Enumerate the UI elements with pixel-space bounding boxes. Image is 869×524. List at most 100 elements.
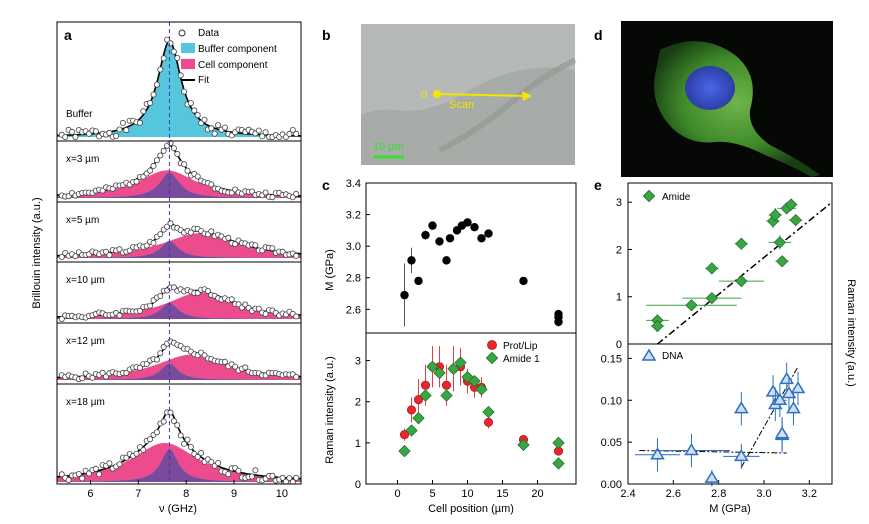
y-tick-label: 3 bbox=[355, 356, 361, 368]
data-point bbox=[201, 116, 208, 123]
data-point bbox=[293, 474, 300, 481]
band-label: x=3 µm bbox=[66, 154, 99, 165]
amide1-point bbox=[468, 374, 481, 388]
panel-c-bottom-plot: 0 1 2 3 0 5 10 15 20 bbox=[355, 346, 565, 500]
data-point bbox=[170, 417, 177, 424]
data-point bbox=[181, 88, 188, 95]
amide1-point bbox=[405, 424, 418, 437]
data-point bbox=[123, 127, 130, 134]
data-point bbox=[228, 296, 235, 303]
data-point bbox=[187, 229, 194, 236]
data-point bbox=[269, 194, 276, 201]
data-point bbox=[157, 292, 164, 299]
data-point bbox=[89, 374, 96, 381]
data-point bbox=[174, 150, 181, 157]
amide-point bbox=[785, 198, 798, 211]
data-point bbox=[177, 72, 184, 79]
amide1-point bbox=[475, 383, 488, 396]
data-point bbox=[279, 474, 286, 481]
y-tick-label: 0.15 bbox=[601, 353, 622, 365]
data-point bbox=[194, 112, 201, 119]
y-tick-label: 0.10 bbox=[601, 395, 622, 407]
amide1-point bbox=[552, 457, 565, 470]
data-point bbox=[184, 436, 191, 443]
x-tick-label: 9 bbox=[231, 488, 237, 500]
data-point bbox=[286, 130, 293, 137]
cell-component-area bbox=[57, 443, 301, 482]
modulus-point bbox=[421, 230, 430, 240]
x-tick-label: 0 bbox=[394, 488, 400, 500]
data-point bbox=[248, 473, 255, 480]
dna-point bbox=[772, 392, 788, 405]
data-point bbox=[208, 228, 215, 235]
data-point bbox=[184, 167, 191, 174]
panel-a-y-label: Brillouin intensity (a.u.) bbox=[31, 197, 43, 308]
y-tick-label: 1 bbox=[616, 292, 622, 304]
panel-label-d: d bbox=[594, 27, 603, 43]
panel-e-bottom-plot: 0.00 0.05 0.10 0.15 2.4 2.6 2.8 3.0 3.2 bbox=[601, 353, 817, 500]
x-tick-label: 15 bbox=[496, 488, 508, 500]
legend-buffer-swatch bbox=[181, 43, 195, 53]
amide1-point bbox=[517, 438, 530, 452]
data-point bbox=[96, 471, 103, 478]
amide1-point bbox=[447, 362, 460, 375]
data-point bbox=[235, 467, 242, 474]
data-point bbox=[198, 449, 205, 456]
band-label: Buffer bbox=[66, 109, 93, 120]
prot-lip-point bbox=[399, 430, 410, 440]
spectrum-band bbox=[57, 36, 301, 140]
data-point bbox=[204, 287, 211, 294]
data-point bbox=[262, 189, 269, 196]
data-point bbox=[259, 133, 266, 140]
data-point bbox=[269, 472, 276, 479]
y-tick-label: 2.8 bbox=[346, 273, 361, 285]
panel-e-y-label: Raman intensity (a.u.) bbox=[845, 279, 857, 387]
panel-a-bands: Buffer x=3 µm x=5 µm x=10 µm x=12 µm x=18 µm bbox=[57, 36, 301, 484]
data-point bbox=[58, 315, 65, 322]
scan-label: Scan bbox=[449, 99, 474, 111]
data-point bbox=[208, 181, 215, 188]
panel-c-bottom-y-label: Raman intensity (a.u.) bbox=[324, 356, 336, 464]
spectrum-band bbox=[57, 338, 301, 383]
data-point bbox=[147, 100, 154, 107]
data-point bbox=[289, 127, 296, 134]
data-point bbox=[126, 247, 133, 254]
data-point bbox=[252, 242, 259, 249]
panel-label-b: b bbox=[322, 27, 331, 43]
data-point bbox=[140, 108, 147, 115]
panel-e-x-label: M (GPa) bbox=[709, 503, 751, 515]
legend-fit-label: Fit bbox=[198, 75, 209, 86]
modulus-point bbox=[484, 229, 493, 238]
amide-point bbox=[685, 299, 698, 312]
data-point bbox=[153, 429, 160, 436]
dna-point bbox=[779, 371, 794, 385]
modulus-point bbox=[445, 234, 455, 243]
y-tick-label: 3.4 bbox=[346, 178, 361, 190]
panel-e: e 0 1 2 3 0.00 0.05 0.10 0.15 2.4 2.6 2.8 3.0 3.2 M… bbox=[594, 177, 857, 515]
data-point bbox=[147, 436, 154, 443]
legend-dna-marker bbox=[641, 348, 657, 361]
data-point bbox=[143, 360, 150, 367]
data-point bbox=[116, 461, 123, 468]
data-point bbox=[225, 471, 232, 478]
prot-lip-point bbox=[420, 380, 431, 390]
prot-lip-point bbox=[441, 380, 452, 390]
data-point bbox=[269, 245, 276, 252]
data-point bbox=[150, 239, 157, 246]
modulus-point bbox=[414, 276, 423, 286]
data-point bbox=[293, 373, 300, 380]
amide1-point bbox=[454, 356, 467, 369]
data-point bbox=[153, 356, 160, 363]
data-point bbox=[232, 363, 239, 370]
data-point bbox=[65, 477, 72, 484]
panel-label-c: c bbox=[322, 177, 330, 193]
data-point bbox=[187, 443, 194, 450]
panel-a-frame bbox=[56, 21, 302, 485]
panel-c-top-y-label: M (GPa) bbox=[324, 249, 336, 291]
data-point bbox=[225, 234, 232, 241]
amide-point bbox=[651, 319, 664, 333]
data-point bbox=[150, 162, 157, 169]
data-point bbox=[215, 459, 222, 466]
data-point bbox=[157, 66, 164, 73]
